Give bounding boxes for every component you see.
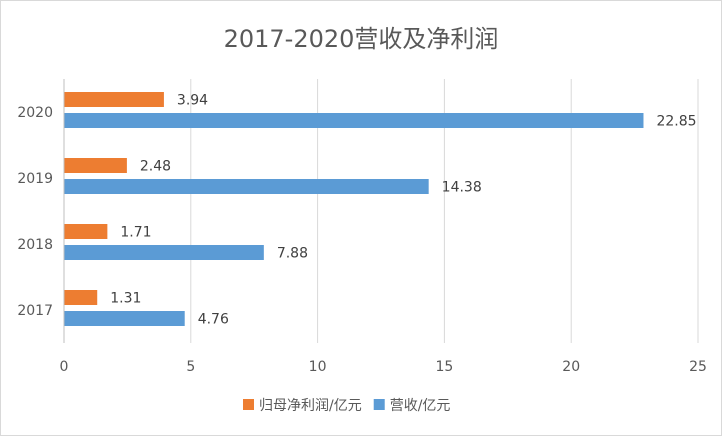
bar-profit-2019 [64, 158, 127, 173]
data-label-revenue-2019: 14.38 [442, 180, 482, 196]
y-tick-label-2018: 2018 [17, 237, 53, 253]
data-label-revenue-2020: 22.85 [656, 114, 696, 130]
data-label-profit-2019: 2.48 [140, 159, 171, 175]
x-tick-label-5: 5 [186, 359, 195, 375]
y-tick-label-2020: 2020 [17, 105, 53, 121]
legend-label-revenue: 营收/亿元 [390, 398, 451, 414]
y-tick-label-2019: 2019 [17, 171, 53, 187]
y-tick-label-2017: 2017 [17, 303, 53, 319]
bar-revenue-2020 [64, 113, 644, 128]
data-label-profit-2020: 3.94 [177, 93, 208, 109]
chart-title: 2017-2020营收及净利润 [223, 25, 499, 53]
data-label-profit-2018: 1.71 [120, 225, 151, 241]
x-tick-label-15: 15 [435, 359, 453, 375]
bar-profit-2020 [64, 92, 164, 107]
x-tick-label-10: 10 [309, 359, 327, 375]
legend-label-profit: 归母净利润/亿元 [259, 397, 362, 414]
x-tick-label-0: 0 [60, 359, 69, 375]
legend-swatch-revenue [373, 399, 385, 410]
bar-revenue-2018 [64, 245, 264, 260]
bar-revenue-2017 [64, 311, 185, 326]
x-tick-label-20: 20 [562, 359, 580, 375]
data-label-revenue-2018: 7.88 [277, 246, 308, 262]
x-tick-label-25: 25 [689, 359, 707, 375]
bar-revenue-2019 [64, 179, 429, 194]
data-label-revenue-2017: 4.76 [198, 312, 229, 328]
legend-swatch-profit [243, 399, 254, 410]
bar-profit-2018 [64, 224, 108, 239]
bar-profit-2017 [64, 290, 98, 305]
data-label-profit-2017: 1.31 [110, 291, 141, 307]
